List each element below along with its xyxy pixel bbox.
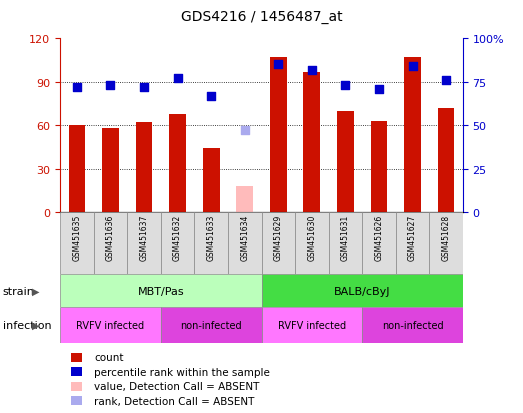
Bar xyxy=(262,213,295,275)
Text: GDS4216 / 1456487_at: GDS4216 / 1456487_at xyxy=(180,10,343,24)
Bar xyxy=(60,308,161,343)
Point xyxy=(140,85,148,91)
Text: BALB/cByJ: BALB/cByJ xyxy=(334,286,391,296)
Text: GSM451627: GSM451627 xyxy=(408,215,417,261)
Bar xyxy=(169,114,186,213)
Point xyxy=(408,64,417,70)
Text: GSM451636: GSM451636 xyxy=(106,215,115,261)
Text: value, Detection Call = ABSENT: value, Detection Call = ABSENT xyxy=(94,381,259,391)
Text: non-infected: non-infected xyxy=(180,320,242,330)
Point xyxy=(375,86,383,93)
Point xyxy=(341,83,349,89)
Bar xyxy=(396,213,429,275)
Text: GSM451626: GSM451626 xyxy=(374,215,383,261)
Bar xyxy=(362,308,463,343)
Text: GSM451631: GSM451631 xyxy=(341,215,350,261)
Bar xyxy=(127,213,161,275)
Text: count: count xyxy=(94,352,123,362)
Bar xyxy=(362,213,396,275)
Bar xyxy=(203,149,220,213)
Point xyxy=(274,62,282,69)
Text: GSM451629: GSM451629 xyxy=(274,215,283,261)
Text: infection: infection xyxy=(3,320,51,330)
Bar xyxy=(404,58,421,213)
Text: percentile rank within the sample: percentile rank within the sample xyxy=(94,367,270,377)
Bar xyxy=(371,122,388,213)
Point xyxy=(241,128,249,135)
Point xyxy=(308,67,316,74)
Bar xyxy=(438,109,454,213)
Bar xyxy=(295,213,328,275)
Bar xyxy=(328,213,362,275)
Bar xyxy=(161,213,195,275)
Text: ▶: ▶ xyxy=(32,286,39,296)
Bar xyxy=(60,275,262,308)
Text: non-infected: non-infected xyxy=(382,320,444,330)
Text: rank, Detection Call = ABSENT: rank, Detection Call = ABSENT xyxy=(94,396,255,406)
Bar xyxy=(135,123,152,213)
Text: GSM451635: GSM451635 xyxy=(72,215,82,261)
Text: GSM451637: GSM451637 xyxy=(140,215,149,261)
Bar xyxy=(228,213,262,275)
Point xyxy=(207,93,215,100)
Bar xyxy=(69,126,85,213)
Text: GSM451634: GSM451634 xyxy=(240,215,249,261)
Text: RVFV infected: RVFV infected xyxy=(76,320,144,330)
Point xyxy=(73,85,81,91)
Text: MBT/Pas: MBT/Pas xyxy=(138,286,184,296)
Text: strain: strain xyxy=(3,286,35,296)
Bar xyxy=(195,213,228,275)
Text: GSM451630: GSM451630 xyxy=(308,215,316,261)
Text: ▶: ▶ xyxy=(32,320,39,330)
Text: GSM451628: GSM451628 xyxy=(441,215,451,261)
Bar xyxy=(60,213,94,275)
Bar xyxy=(262,275,463,308)
Bar xyxy=(262,308,362,343)
Bar xyxy=(236,187,253,213)
Bar xyxy=(102,129,119,213)
Bar xyxy=(270,58,287,213)
Text: RVFV infected: RVFV infected xyxy=(278,320,346,330)
Text: GSM451633: GSM451633 xyxy=(207,215,215,261)
Point xyxy=(442,78,450,84)
Bar xyxy=(161,308,262,343)
Bar xyxy=(303,73,320,213)
Point xyxy=(174,76,182,83)
Bar xyxy=(94,213,127,275)
Point xyxy=(106,83,115,89)
Bar xyxy=(337,112,354,213)
Bar xyxy=(429,213,463,275)
Text: GSM451632: GSM451632 xyxy=(173,215,182,261)
